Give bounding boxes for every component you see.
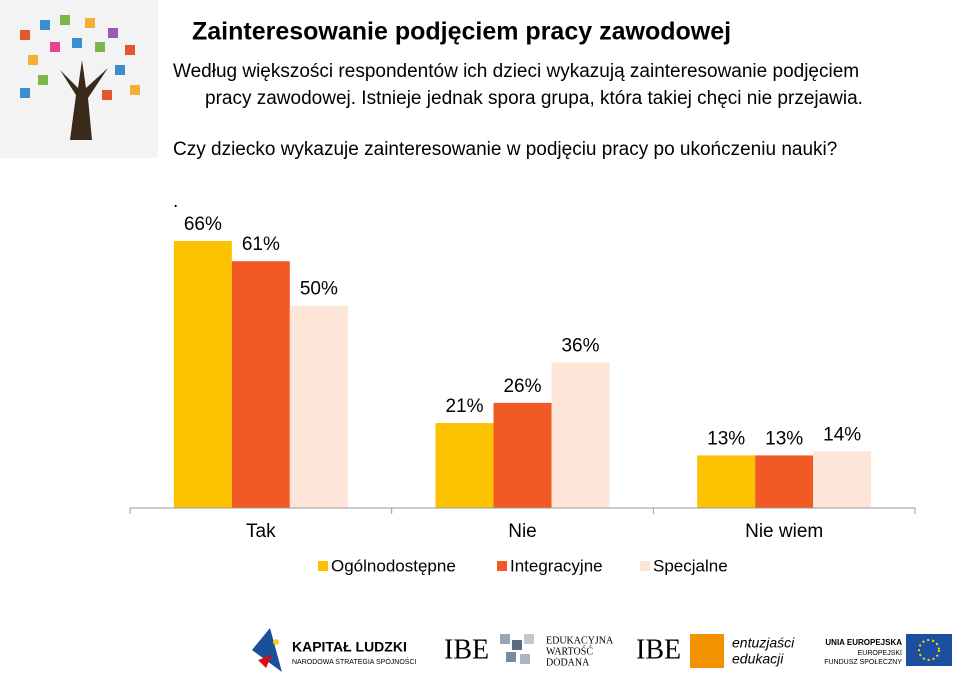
ewd-icon [500,634,534,664]
logo-text: IBE [636,634,681,665]
x-tick-label: Nie [508,521,537,542]
value-label: 61% [242,234,280,255]
logo-text: entuzjaści [732,635,795,651]
tree-trunk [60,60,108,140]
bar [493,402,552,508]
legend-swatch [318,561,328,571]
value-label: 50% [300,279,338,300]
logo-text: KAPITAŁ LUDZKI [292,639,407,655]
x-tick-label: Nie wiem [745,521,823,542]
logo-text: NARODOWA STRATEGIA SPÓJNOŚCI [292,657,417,666]
tree-leaves [20,15,140,100]
note: . [173,191,178,212]
value-label: 13% [707,428,745,449]
logo-text: EDUKACYJNA [546,635,614,646]
value-label: 21% [445,396,483,417]
logo-text: FUNDUSZ SPOŁECZNY [824,659,902,666]
value-label: 66% [184,214,222,235]
ee-icon [690,634,724,668]
legend: Ogólnodostępne Integracyjne Specjalne [318,556,728,575]
logo-text: edukacji [732,651,784,667]
bar [697,455,756,508]
logo-text: UNIA EUROPEJSKA [825,638,902,647]
bar [231,261,290,508]
logo-text: EUROPEJSKI [858,650,902,657]
value-label: 14% [823,424,861,445]
legend-label: Ogólnodostępne [331,556,456,575]
plot: 66% 61% 50% Tak 21% 26% 36% Nie 13% 13% 14% Nie wie… [129,214,916,542]
legend-swatch [497,561,507,571]
value-label: 13% [765,428,803,449]
question: Czy dziecko wykazuje zainteresowanie w p… [173,139,837,160]
legend-label: Specjalne [653,556,728,575]
bar [435,423,494,508]
bar [813,451,872,508]
logo-text: DODANA [546,657,590,668]
bar [551,362,610,508]
tree-logo [0,0,158,158]
footer-logos: KAPITAŁ LUDZKI NARODOWA STRATEGIA SPÓJNO… [252,628,952,672]
eu-stars [918,639,940,661]
kl-icon [252,628,282,672]
bar [755,455,814,508]
eu-flag [906,634,952,666]
subtitle: Według większości respondentów ich dziec… [173,61,859,82]
bar [289,305,348,508]
subtitle: pracy zawodowej. Istnieje jednak spora g… [205,88,863,109]
value-label: 26% [503,376,541,397]
bar [173,241,232,508]
x-tick-label: Tak [246,521,276,542]
title: Zainteresowanie podjęciem pracy zawodowe… [192,18,731,46]
legend-swatch [640,561,650,571]
kl-icon [273,639,279,645]
logo-text: WARTOŚĆ [546,645,593,657]
value-label: 36% [561,335,599,356]
legend-label: Integracyjne [510,556,603,575]
logo-text: IBE [444,634,489,665]
kl-icon [258,655,272,668]
